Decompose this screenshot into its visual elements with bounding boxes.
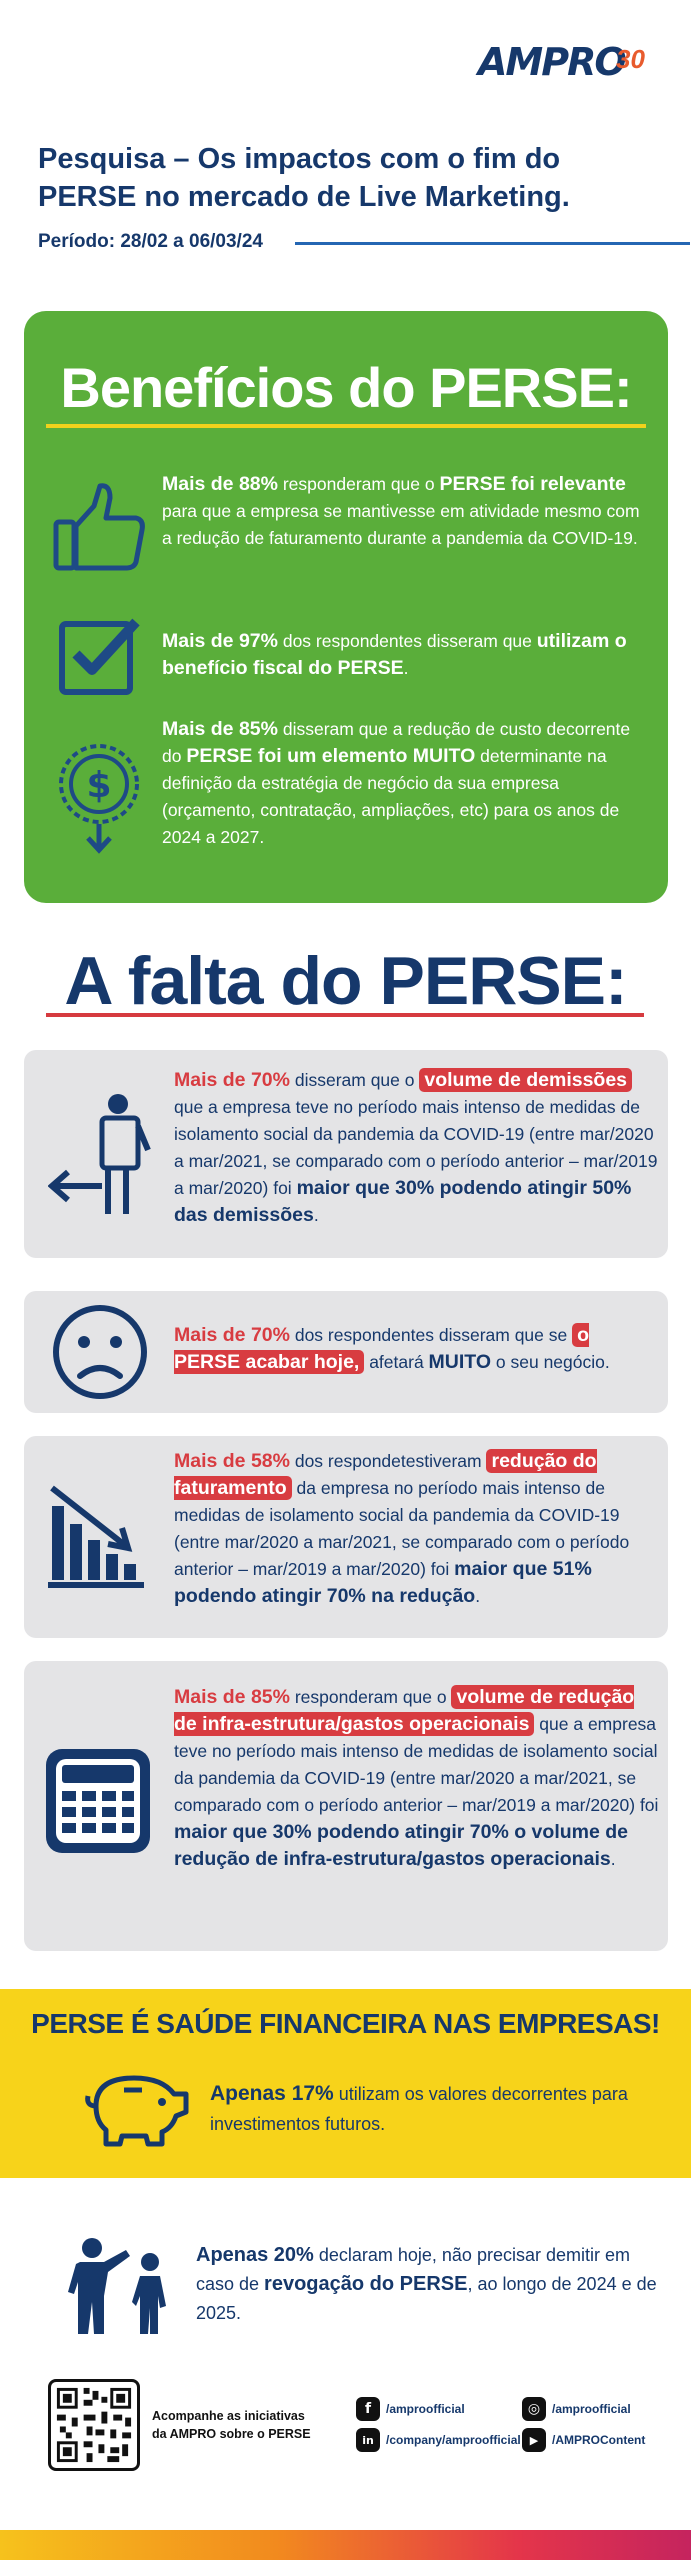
beneficio-1-text: Mais de 88% responderam que o PERSE foi … <box>162 473 640 548</box>
beneficio-3-text: Mais de 85% disseram que a redução de cu… <box>162 718 631 847</box>
falta-card-2-text: Mais de 70% dos respondentes disseram qu… <box>174 1323 610 1374</box>
saude-title: PERSE É SAÚDE FINANCEIRA NAS EMPRESAS! <box>31 2008 660 2039</box>
linkedin-icon: in <box>356 2428 380 2452</box>
title-line-2: PERSE no mercado de Live Marketing. <box>38 181 570 213</box>
instagram-handle: /amproofficial <box>552 2402 631 2416</box>
thumbs-up-icon <box>53 483 145 571</box>
sad-face-icon <box>53 1305 147 1399</box>
youtube-icon: ▶ <box>522 2428 546 2452</box>
dollar-down-icon: $ <box>59 744 139 854</box>
falta-title: A falta do PERSE: <box>64 943 627 1019</box>
facebook-handle: /amproofficial <box>386 2402 465 2416</box>
beneficios-title: Benefícios do PERSE: <box>60 356 632 419</box>
social-facebook[interactable]: f /amproofficial <box>356 2397 465 2421</box>
footer-cta: Acompanhe as iniciativas da AMPRO sobre … <box>152 2407 342 2443</box>
svg-text:$: $ <box>86 765 111 806</box>
falta-card-3-text: Mais de 58% dos respondetestiveram reduç… <box>174 1449 630 1607</box>
footer-cta-line-1: Acompanhe as iniciativas <box>152 2409 305 2423</box>
calculator-icon <box>46 1749 150 1853</box>
social-linkedin[interactable]: in /company/amproofficial <box>356 2428 521 2452</box>
bar-chart-down-icon <box>48 1485 144 1588</box>
beneficios-underline <box>46 424 646 428</box>
bottom-gradient-bar <box>0 2530 691 2560</box>
demitir-text: Apenas 20% declaram hoje, não precisar d… <box>196 2244 657 2323</box>
facebook-icon: f <box>356 2397 380 2421</box>
people-dismiss-icon <box>68 2238 166 2334</box>
piggy-bank-icon <box>85 2075 189 2147</box>
checkbox-icon <box>59 618 140 695</box>
instagram-icon: ◎ <box>522 2397 546 2421</box>
logo-text: AMPRO <box>478 40 627 84</box>
qr-code[interactable] <box>48 2379 140 2471</box>
period-text: Período: 28/02 a 06/03/24 <box>38 231 263 252</box>
ampro-logo: AMPRO 30 <box>478 40 658 84</box>
social-youtube[interactable]: ▶ /AMPROContent <box>522 2428 645 2452</box>
footer-cta-line-2: da AMPRO sobre o PERSE <box>152 2427 311 2441</box>
saude-text: Apenas 17% utilizam os valores decorrent… <box>210 2082 628 2134</box>
falta-underline <box>46 1013 644 1017</box>
falta-card-4-text: Mais de 85% responderam que o volume de … <box>174 1685 659 1870</box>
page-title: Pesquisa – Os impactos com o fim do PERS… <box>38 140 678 216</box>
qr-code-pattern <box>56 2387 132 2463</box>
falta-card-1-text: Mais de 70% disseram que o volume de dem… <box>174 1068 658 1226</box>
youtube-handle: /AMPROContent <box>552 2433 646 2447</box>
logo-badge: 30 <box>616 44 645 74</box>
social-instagram[interactable]: ◎ /amproofficial <box>522 2397 631 2421</box>
beneficio-2-text: Mais de 97% dos respondentes disseram qu… <box>162 630 627 679</box>
period-divider <box>295 242 690 245</box>
person-exit-icon <box>48 1094 151 1214</box>
linkedin-handle: /company/amproofficial <box>386 2433 521 2447</box>
title-line-1: Pesquisa – Os impactos com o fim do <box>38 143 561 175</box>
